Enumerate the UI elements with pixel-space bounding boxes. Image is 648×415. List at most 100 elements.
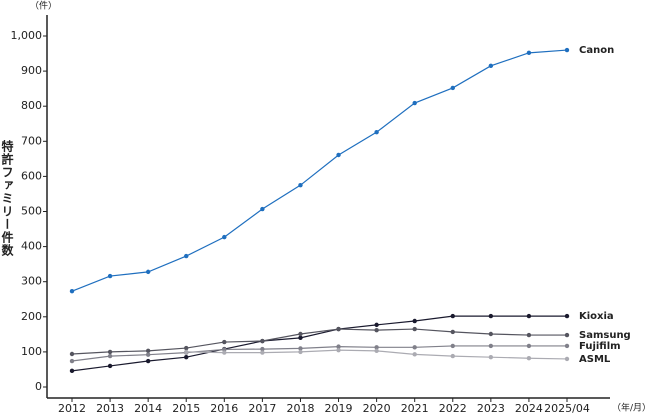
y-tick-label: 100 <box>21 345 42 358</box>
data-point <box>412 345 417 350</box>
series-label: Canon <box>579 45 614 56</box>
data-point <box>260 350 265 355</box>
data-point <box>374 322 379 328</box>
series-label: ASML <box>579 354 611 365</box>
data-point <box>526 313 532 319</box>
data-point <box>374 348 379 354</box>
data-point <box>526 50 532 56</box>
data-point <box>222 339 227 345</box>
data-point <box>222 234 227 240</box>
data-point <box>526 332 532 338</box>
data-point <box>450 85 455 91</box>
y-tick-label: 700 <box>21 134 42 147</box>
x-tick-label: 2015 <box>172 402 200 415</box>
data-point <box>69 351 75 357</box>
data-point <box>374 327 379 333</box>
data-point <box>564 332 570 338</box>
data-point <box>450 329 455 335</box>
data-point <box>145 352 151 357</box>
data-point <box>145 358 151 364</box>
data-point <box>412 352 417 357</box>
data-point <box>564 47 570 53</box>
data-point <box>298 335 303 341</box>
data-point <box>298 331 303 337</box>
data-point <box>412 100 417 106</box>
x-tick-label: 2024 <box>515 402 543 415</box>
data-point <box>107 273 113 279</box>
data-point <box>145 348 151 354</box>
data-point <box>564 356 570 362</box>
data-point <box>450 353 455 359</box>
data-point <box>107 353 113 359</box>
x-tick-label: 2019 <box>325 402 353 415</box>
x-tick-label: 2018 <box>286 402 314 415</box>
data-point <box>184 253 189 259</box>
series-line <box>71 49 568 292</box>
x-tick-label: 2021 <box>401 402 429 415</box>
data-point <box>69 358 75 364</box>
data-point <box>260 206 265 212</box>
data-point <box>336 326 341 332</box>
data-point <box>336 152 341 158</box>
data-point <box>298 349 303 355</box>
x-tick-label: 2017 <box>248 402 276 415</box>
data-point <box>336 347 341 353</box>
y-axis-title: 特許ファミリー件数 <box>0 140 14 257</box>
data-point <box>222 347 227 352</box>
x-tick-label: 2014 <box>134 402 162 415</box>
x-tick-label: 2022 <box>439 402 467 415</box>
data-point <box>298 346 303 351</box>
x-tick-label: 2020 <box>363 402 391 415</box>
data-point <box>336 344 341 349</box>
data-point <box>450 313 455 319</box>
y-tick-label: 400 <box>21 240 42 253</box>
x-tick-label: 2025/04 <box>544 402 590 415</box>
data-point <box>526 343 532 349</box>
x-tick-label: 2016 <box>210 402 238 415</box>
x-unit: （年/月） <box>612 402 648 414</box>
data-point <box>260 346 265 352</box>
data-point <box>412 318 417 324</box>
data-point <box>488 343 494 349</box>
x-tick-label: 2012 <box>58 402 86 415</box>
y-tick-label: 1,000 <box>11 29 43 42</box>
x-tick-label: 2013 <box>96 402 124 415</box>
data-point <box>488 313 494 319</box>
y-tick-label: 500 <box>21 205 42 218</box>
series-label: Fujifilm <box>579 341 621 352</box>
data-point <box>145 269 151 275</box>
data-point <box>374 129 379 135</box>
data-point <box>564 343 570 349</box>
data-point <box>488 331 494 337</box>
series-label: Kioxia <box>579 311 614 322</box>
data-point <box>184 354 189 360</box>
data-point <box>488 354 494 360</box>
data-point <box>374 345 379 350</box>
data-point <box>184 345 189 351</box>
y-tick-label: 200 <box>21 310 42 323</box>
series-label: Samsung <box>579 330 631 341</box>
data-point <box>412 326 417 332</box>
series-line <box>71 345 567 362</box>
data-point <box>69 288 75 294</box>
y-unit: （件） <box>30 0 57 12</box>
data-point <box>69 368 75 374</box>
y-tick-label: 900 <box>21 64 42 77</box>
data-point <box>564 313 570 319</box>
y-tick-label: 0 <box>35 380 42 393</box>
data-point <box>526 356 532 361</box>
series-line <box>71 328 567 355</box>
x-tick-label: 2023 <box>477 402 505 415</box>
data-point <box>107 349 113 355</box>
data-point <box>222 350 227 355</box>
data-point <box>260 338 265 344</box>
y-tick-label: 300 <box>21 275 42 288</box>
data-point <box>184 349 189 355</box>
y-tick-label: 600 <box>21 169 42 182</box>
data-point <box>298 182 303 188</box>
data-point <box>107 363 113 369</box>
data-point <box>450 343 455 349</box>
series-line <box>71 315 567 372</box>
